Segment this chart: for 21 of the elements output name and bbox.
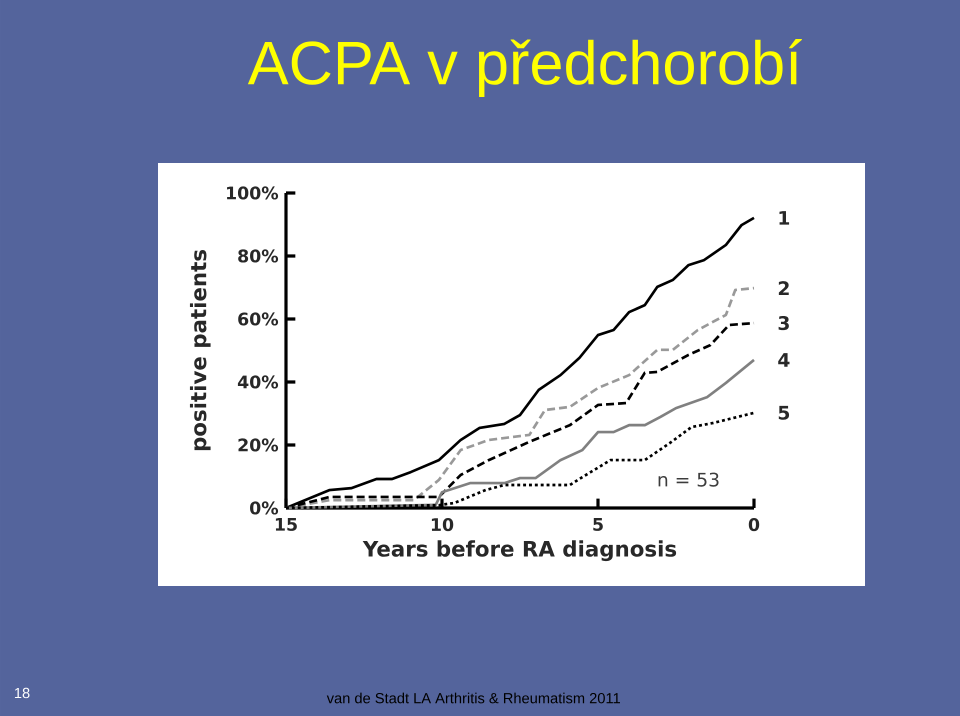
series-label: 5 bbox=[778, 406, 790, 420]
y-tick-label: 0% bbox=[250, 501, 278, 515]
x-axis-title: Years before RA diagnosis bbox=[362, 540, 676, 562]
y-tick-label: 20% bbox=[238, 438, 278, 452]
text: van de Stadt LA Arthritis & Rheumatism 2011 bbox=[326, 692, 620, 704]
y-tick-label: 60% bbox=[238, 312, 278, 326]
text: 18 bbox=[14, 688, 30, 698]
y-tick-label: 80% bbox=[238, 249, 278, 263]
series-label: 3 bbox=[778, 316, 789, 330]
series-label: 2 bbox=[778, 281, 789, 296]
x-tick-label: 0 bbox=[748, 518, 760, 532]
y-tick-label: 100% bbox=[227, 186, 278, 200]
series-label: 4 bbox=[778, 353, 790, 367]
x-tick-label: 10 bbox=[432, 518, 454, 532]
y-axis-title: positive patients bbox=[190, 250, 211, 450]
chart-title: ACPA v předchorobí bbox=[248, 39, 802, 97]
annotation: n = 53 bbox=[658, 472, 719, 487]
y-tick-label: 40% bbox=[238, 375, 278, 389]
x-tick-label: 5 bbox=[593, 518, 603, 531]
x-tick-label: 15 bbox=[276, 518, 297, 531]
series-label: 1 bbox=[779, 211, 790, 225]
